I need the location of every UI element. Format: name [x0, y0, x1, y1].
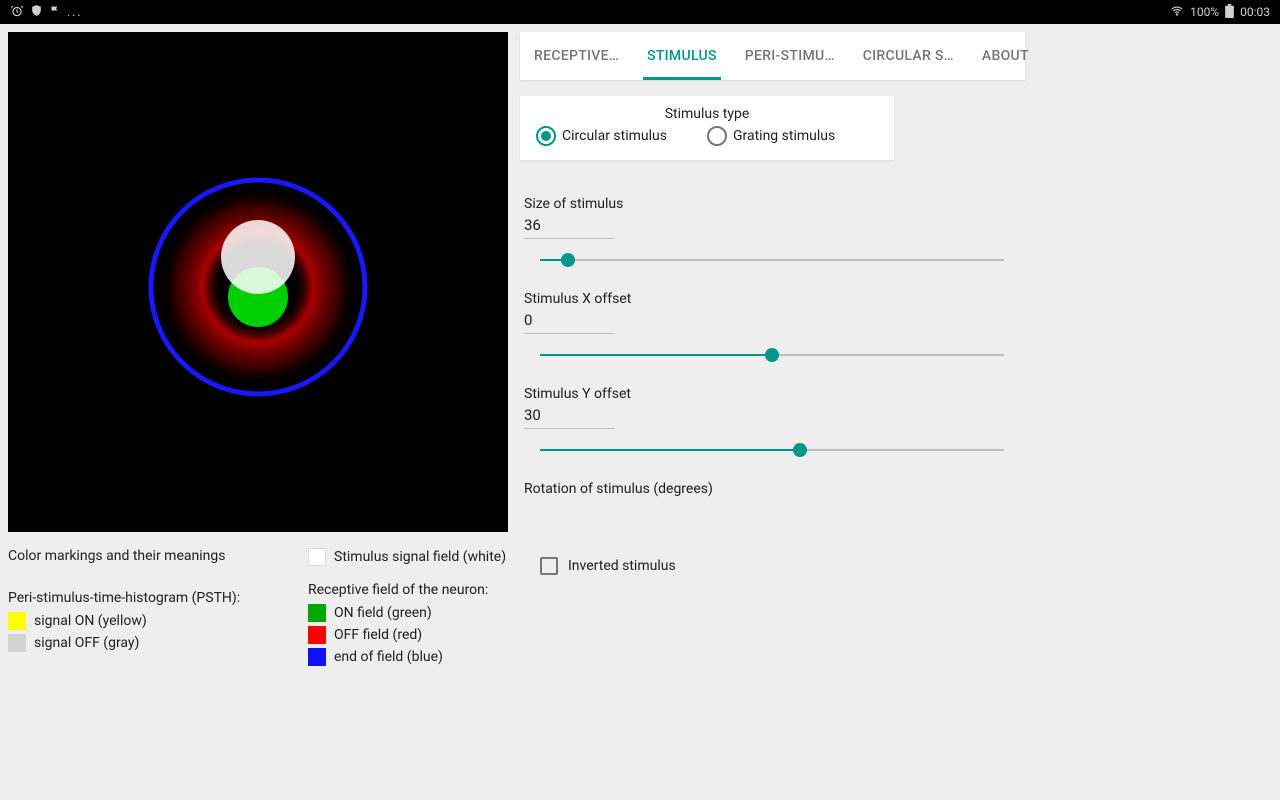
legend-label: end of field (blue): [334, 649, 443, 665]
legend-swatch: [308, 648, 326, 666]
stimulus-type-title: Stimulus type: [536, 106, 878, 122]
stimulus-type-card: Stimulus type Circular stimulus Grating s…: [520, 96, 894, 160]
status-overflow-icon: ...: [67, 5, 83, 19]
tab-about[interactable]: ABOUT: [968, 32, 1043, 80]
receptive-heading: Receptive field of the neuron:: [308, 582, 506, 598]
stimulus-swatch: [308, 548, 326, 566]
size-label: Size of stimulus: [524, 196, 1272, 212]
radio-grating-stimulus[interactable]: Grating stimulus: [707, 126, 835, 146]
stimulus-swatch-label: Stimulus signal field (white): [334, 549, 506, 565]
legend-row: signal OFF (gray): [8, 634, 248, 652]
y-offset-label: Stimulus Y offset: [524, 386, 1272, 402]
rotation-control: Rotation of stimulus (degrees): [524, 481, 1272, 497]
x-offset-control: Stimulus X offset 0: [524, 291, 1272, 362]
legend-row: end of field (blue): [308, 648, 506, 666]
battery-text: 100%: [1190, 5, 1219, 19]
wifi-icon: [1170, 4, 1184, 21]
legend-swatch: [308, 626, 326, 644]
flag-icon: [49, 5, 61, 20]
x-offset-slider[interactable]: [540, 348, 1004, 362]
stimulus-canvas[interactable]: [8, 32, 508, 532]
clock-text: 00:03: [1240, 5, 1270, 19]
radio-circular-stimulus[interactable]: Circular stimulus: [536, 126, 667, 146]
legend-swatch: [8, 634, 26, 652]
legend-row: OFF field (red): [308, 626, 506, 644]
inverted-checkbox[interactable]: [540, 557, 558, 575]
y-offset-control: Stimulus Y offset 30: [524, 386, 1272, 457]
slider-thumb[interactable]: [793, 443, 807, 457]
shield-icon: [30, 4, 43, 20]
tab-bar: RECEPTIVE…STIMULUSPERI-STIMU…CIRCULAR S……: [520, 32, 1025, 80]
slider-thumb[interactable]: [561, 253, 575, 267]
psth-heading: Peri-stimulus-time-histogram (PSTH):: [8, 590, 248, 606]
tab-peri-stimu-[interactable]: PERI-STIMU…: [731, 32, 849, 80]
inverted-label: Inverted stimulus: [568, 558, 676, 574]
legend-label: OFF field (red): [334, 627, 422, 643]
legend-label: signal OFF (gray): [34, 635, 139, 651]
x-offset-value[interactable]: 0: [524, 311, 614, 334]
legend-swatch: [308, 604, 326, 622]
size-slider[interactable]: [540, 253, 1004, 267]
legend-label: signal ON (yellow): [34, 613, 147, 629]
tab-stimulus[interactable]: STIMULUS: [633, 32, 731, 80]
y-offset-value[interactable]: 30: [524, 406, 614, 429]
rotation-label: Rotation of stimulus (degrees): [524, 481, 1272, 497]
alarm-icon: [10, 4, 24, 21]
legend-swatch: [8, 612, 26, 630]
slider-thumb[interactable]: [765, 348, 779, 362]
size-value[interactable]: 36: [524, 216, 614, 239]
size-control: Size of stimulus 36: [524, 196, 1272, 267]
status-bar: ... 100% 00:03: [0, 0, 1280, 24]
tab-receptive-[interactable]: RECEPTIVE…: [520, 32, 633, 80]
battery-icon: [1225, 4, 1234, 21]
tab-circular-s-[interactable]: CIRCULAR S…: [849, 32, 968, 80]
legend-row: ON field (green): [308, 604, 506, 622]
x-offset-label: Stimulus X offset: [524, 291, 1272, 307]
legend-row: signal ON (yellow): [8, 612, 248, 630]
legend-title: Color markings and their meanings: [8, 548, 248, 564]
legend-label: ON field (green): [334, 605, 432, 621]
y-offset-slider[interactable]: [540, 443, 1004, 457]
